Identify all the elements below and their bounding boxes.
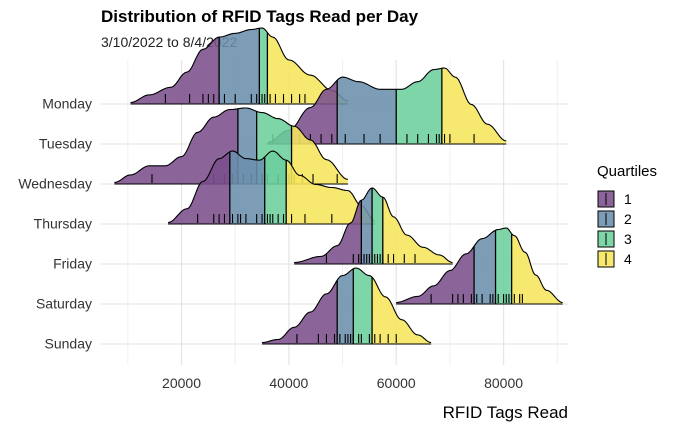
ridge-sunday <box>261 267 432 345</box>
density-outline <box>168 150 375 224</box>
quartile-3-area <box>372 188 383 264</box>
x-axis-title: RFID Tags Read <box>443 403 568 422</box>
quartile-4-area <box>267 32 348 104</box>
y-tick-label: Tuesday <box>39 136 92 152</box>
x-tick-label: 20000 <box>162 375 201 391</box>
density-outline <box>114 107 349 184</box>
quartile-3-area <box>396 68 442 144</box>
quartile-4-area <box>382 197 453 264</box>
quartile-3-area <box>353 268 373 344</box>
legend: Quartiles 1 2 3 4 <box>597 163 657 268</box>
legend-label: 2 <box>624 211 632 227</box>
quartile-3-area <box>264 151 287 224</box>
chart-title: Distribution of RFID Tags Read per Day <box>101 7 419 26</box>
density-outline <box>294 187 453 264</box>
quartile-1-area <box>130 37 220 104</box>
ridge-saturday <box>396 227 563 305</box>
legend-title: Quartiles <box>597 163 657 180</box>
quartile-4-area <box>286 160 375 224</box>
ridge-monday <box>130 27 349 105</box>
x-axis-ticks: 20000 40000 60000 80000 <box>162 375 523 391</box>
legend-label: 4 <box>624 251 632 267</box>
y-tick-label: Sunday <box>45 336 92 352</box>
quartile-4-area <box>511 233 563 304</box>
quartile-1-area <box>168 151 230 224</box>
quartile-3-area <box>495 228 512 304</box>
quartile-2-area <box>337 77 397 144</box>
y-tick-label: Friday <box>53 256 92 272</box>
quartile-2-area <box>474 230 496 304</box>
quartile-2-area <box>229 151 265 224</box>
quartile-2-area <box>361 188 373 264</box>
quartile-3-area <box>259 28 268 104</box>
y-tick-label: Wednesday <box>18 176 92 192</box>
ridge-thursday <box>168 150 375 225</box>
quartile-1-area <box>396 246 475 304</box>
density-outline <box>261 267 432 344</box>
quartile-1-area <box>114 108 238 184</box>
ridge-friday <box>294 187 453 265</box>
quartile-1-area <box>294 200 362 264</box>
quartile-2-area <box>219 28 260 105</box>
legend-label: 1 <box>624 191 632 207</box>
x-tick-label: 80000 <box>484 375 523 391</box>
quartile-1-area <box>262 280 338 344</box>
quartile-4-area <box>372 277 432 344</box>
ridge-tuesday <box>267 67 507 145</box>
y-tick-label: Saturday <box>36 296 92 312</box>
density-outline <box>267 67 507 144</box>
x-tick-label: 40000 <box>269 375 308 391</box>
y-tick-label: Monday <box>42 96 92 112</box>
y-axis-labels: Monday Tuesday Wednesday Thursday Friday Satu… <box>18 96 92 352</box>
y-tick-label: Thursday <box>34 216 92 232</box>
density-outline <box>396 227 563 304</box>
quartile-4-area <box>291 125 348 184</box>
ridge-layer <box>114 27 563 345</box>
x-tick-label: 60000 <box>377 375 416 391</box>
quartile-2-area <box>337 268 354 344</box>
chart-subtitle: 3/10/2022 to 8/4/2022 <box>101 34 238 50</box>
legend-label: 3 <box>624 231 632 247</box>
density-outline <box>130 27 349 104</box>
